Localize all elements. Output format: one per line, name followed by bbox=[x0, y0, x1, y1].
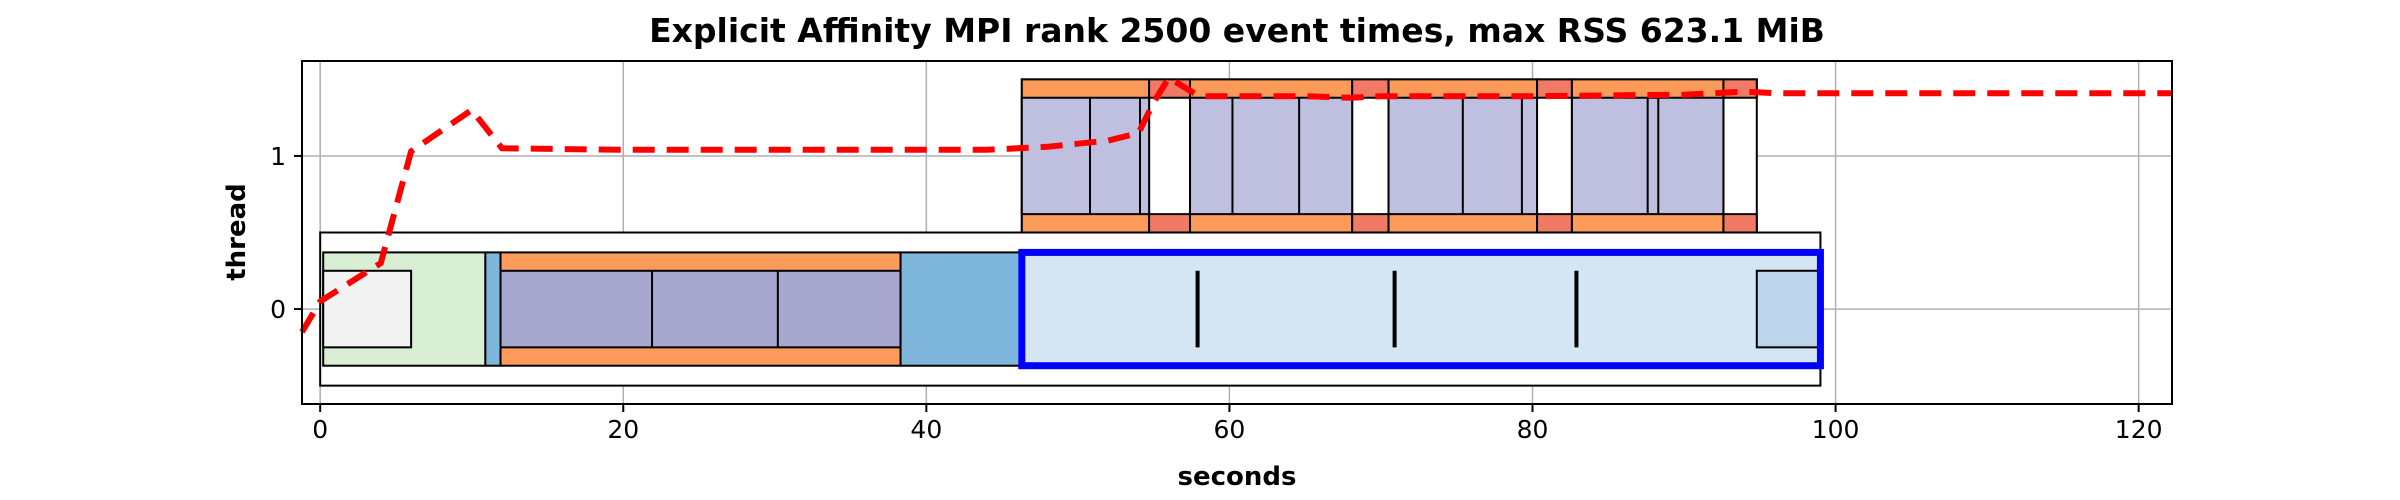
y-tick-label: 0 bbox=[270, 295, 286, 324]
x-tick-label: 120 bbox=[2115, 415, 2163, 444]
y-tick-label: 1 bbox=[270, 142, 286, 171]
x-tick-label: 20 bbox=[607, 415, 639, 444]
axis-ticks: 0 20 40 60 80 100 120 0 1 bbox=[270, 142, 2162, 444]
x-tick-label: 0 bbox=[312, 415, 328, 444]
event-box bbox=[1189, 96, 1354, 216]
x-axis-label: seconds bbox=[1178, 462, 1297, 492]
event-box bbox=[1755, 269, 1822, 349]
event-box bbox=[499, 269, 902, 349]
memory-series-line bbox=[299, 73, 2172, 334]
event-box bbox=[1722, 213, 1758, 234]
event-box bbox=[899, 251, 1023, 367]
event-box bbox=[1148, 213, 1192, 234]
x-tick-label: 60 bbox=[1214, 415, 1246, 444]
x-tick-label: 100 bbox=[1812, 415, 1860, 444]
event-box bbox=[322, 269, 413, 349]
x-tick-label: 40 bbox=[910, 415, 942, 444]
event-box bbox=[1536, 213, 1573, 234]
event-box bbox=[1020, 96, 1151, 216]
highlight-box bbox=[1018, 248, 1824, 370]
event-box bbox=[1351, 213, 1390, 234]
y-axis-label: thread bbox=[222, 183, 252, 281]
x-tick-label: 80 bbox=[1517, 415, 1549, 444]
plot-frame bbox=[301, 60, 2173, 405]
chart-title: Explicit Affinity MPI rank 2500 event ti… bbox=[649, 11, 1825, 50]
event-box bbox=[484, 251, 502, 367]
event-boxes bbox=[319, 78, 1824, 387]
memory-line bbox=[299, 73, 2172, 334]
event-box bbox=[1020, 251, 1822, 367]
